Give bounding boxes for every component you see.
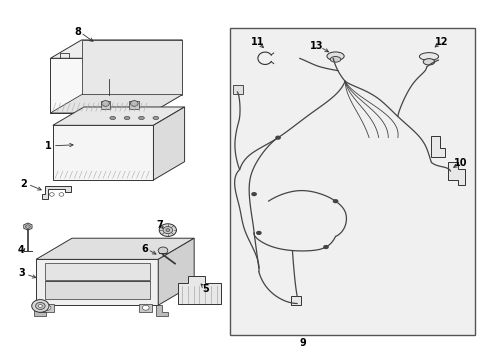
Circle shape xyxy=(25,225,30,228)
Ellipse shape xyxy=(138,116,144,120)
Polygon shape xyxy=(158,238,194,305)
Bar xyxy=(139,304,152,312)
Text: 11: 11 xyxy=(250,37,264,47)
Polygon shape xyxy=(24,223,32,230)
Polygon shape xyxy=(50,58,151,113)
Ellipse shape xyxy=(124,116,130,120)
Bar xyxy=(230,28,473,335)
Text: 2: 2 xyxy=(20,179,27,189)
Circle shape xyxy=(165,229,169,231)
Text: 9: 9 xyxy=(299,338,305,348)
Circle shape xyxy=(44,305,51,310)
Ellipse shape xyxy=(153,116,159,120)
Circle shape xyxy=(36,302,45,310)
Ellipse shape xyxy=(329,57,340,62)
Circle shape xyxy=(102,100,109,106)
Text: 6: 6 xyxy=(141,244,148,254)
Polygon shape xyxy=(447,162,464,185)
Circle shape xyxy=(142,305,149,310)
Bar xyxy=(291,296,301,305)
Circle shape xyxy=(323,245,328,249)
Bar xyxy=(41,304,54,312)
Text: 7: 7 xyxy=(156,220,163,230)
Text: 10: 10 xyxy=(453,158,467,168)
Text: 13: 13 xyxy=(309,41,323,51)
Bar xyxy=(101,101,110,109)
Ellipse shape xyxy=(110,116,115,120)
Circle shape xyxy=(275,136,280,140)
Text: 1: 1 xyxy=(44,141,51,151)
Circle shape xyxy=(163,226,172,234)
Polygon shape xyxy=(156,305,167,316)
Polygon shape xyxy=(50,40,182,58)
Circle shape xyxy=(251,192,256,196)
Ellipse shape xyxy=(326,52,344,60)
Polygon shape xyxy=(34,305,45,316)
Polygon shape xyxy=(178,276,221,304)
Circle shape xyxy=(159,224,176,237)
Ellipse shape xyxy=(419,53,438,60)
Bar xyxy=(129,101,139,109)
Text: 8: 8 xyxy=(74,27,81,37)
Polygon shape xyxy=(44,282,149,299)
Circle shape xyxy=(158,247,167,254)
Circle shape xyxy=(39,305,42,307)
Polygon shape xyxy=(151,40,182,113)
Polygon shape xyxy=(50,95,182,113)
Text: 3: 3 xyxy=(18,269,25,279)
Polygon shape xyxy=(53,125,153,180)
Circle shape xyxy=(256,231,261,235)
Circle shape xyxy=(59,193,64,196)
Bar xyxy=(232,85,243,94)
Polygon shape xyxy=(81,40,182,95)
Circle shape xyxy=(130,100,138,106)
Text: 12: 12 xyxy=(434,37,448,47)
Polygon shape xyxy=(42,186,71,199)
Polygon shape xyxy=(53,107,184,125)
Ellipse shape xyxy=(423,59,434,65)
Circle shape xyxy=(49,193,54,196)
Circle shape xyxy=(32,300,49,312)
Polygon shape xyxy=(44,262,149,280)
Polygon shape xyxy=(36,238,194,259)
Text: 5: 5 xyxy=(202,284,208,294)
Polygon shape xyxy=(153,107,184,180)
Polygon shape xyxy=(430,136,444,157)
Circle shape xyxy=(332,199,338,203)
Polygon shape xyxy=(36,259,158,305)
Text: 4: 4 xyxy=(17,244,24,255)
